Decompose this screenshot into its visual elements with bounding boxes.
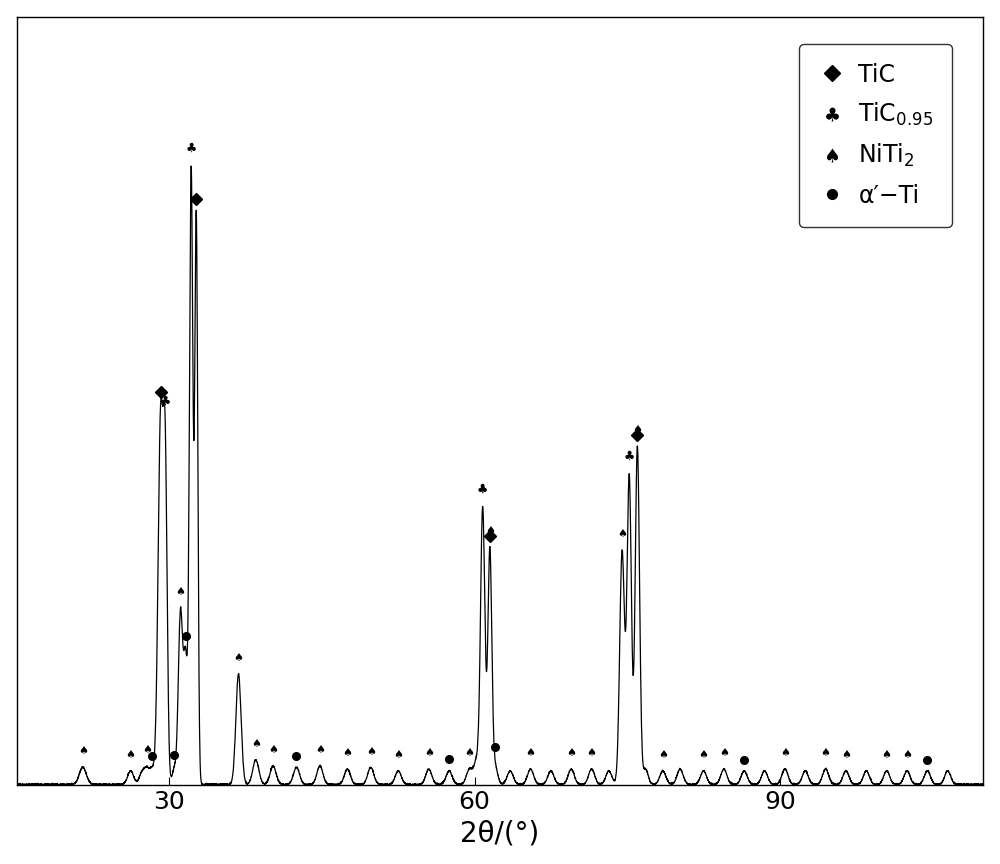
Text: ♣: ♣ <box>160 395 171 408</box>
Text: ♠: ♠ <box>478 486 488 495</box>
Legend: TiC, TiC$_{0.95}$, NiTi$_2$, α′−Ti: TiC, TiC$_{0.95}$, NiTi$_2$, α′−Ti <box>799 44 952 226</box>
Text: ♠: ♠ <box>393 750 403 760</box>
Text: ♠: ♠ <box>366 746 376 757</box>
Text: ♠: ♠ <box>841 750 851 760</box>
Text: ♠: ♠ <box>424 748 434 759</box>
Text: ♠: ♠ <box>78 746 88 756</box>
Text: ♠: ♠ <box>175 588 185 597</box>
Text: ♠: ♠ <box>780 748 790 758</box>
Text: ♠: ♠ <box>251 739 261 749</box>
Text: ♠: ♠ <box>233 653 243 663</box>
X-axis label: 2θ/(°): 2θ/(°) <box>460 819 540 848</box>
Text: ♠: ♠ <box>821 748 831 759</box>
Text: ♠: ♠ <box>142 746 152 755</box>
Text: ♠: ♠ <box>268 745 278 755</box>
Text: ♣: ♣ <box>624 449 635 462</box>
Text: ♠: ♠ <box>632 425 642 435</box>
Text: ♣: ♣ <box>477 482 488 495</box>
Text: ♠: ♠ <box>315 746 325 755</box>
Text: ♠: ♠ <box>699 750 709 760</box>
Text: ♠: ♠ <box>566 747 576 758</box>
Text: ♠: ♠ <box>882 750 892 759</box>
Text: ♠: ♠ <box>342 748 352 759</box>
Text: ♠: ♠ <box>526 748 536 759</box>
Text: ♠: ♠ <box>464 748 474 758</box>
Text: ♠: ♠ <box>587 747 597 758</box>
Text: ♠: ♠ <box>719 747 729 758</box>
Text: ♠: ♠ <box>658 750 668 760</box>
Text: ♠: ♠ <box>902 750 912 760</box>
Text: ♠: ♠ <box>126 750 136 760</box>
Text: ♠: ♠ <box>485 526 495 537</box>
Text: ♣: ♣ <box>186 142 197 155</box>
Text: ♠: ♠ <box>617 529 627 539</box>
